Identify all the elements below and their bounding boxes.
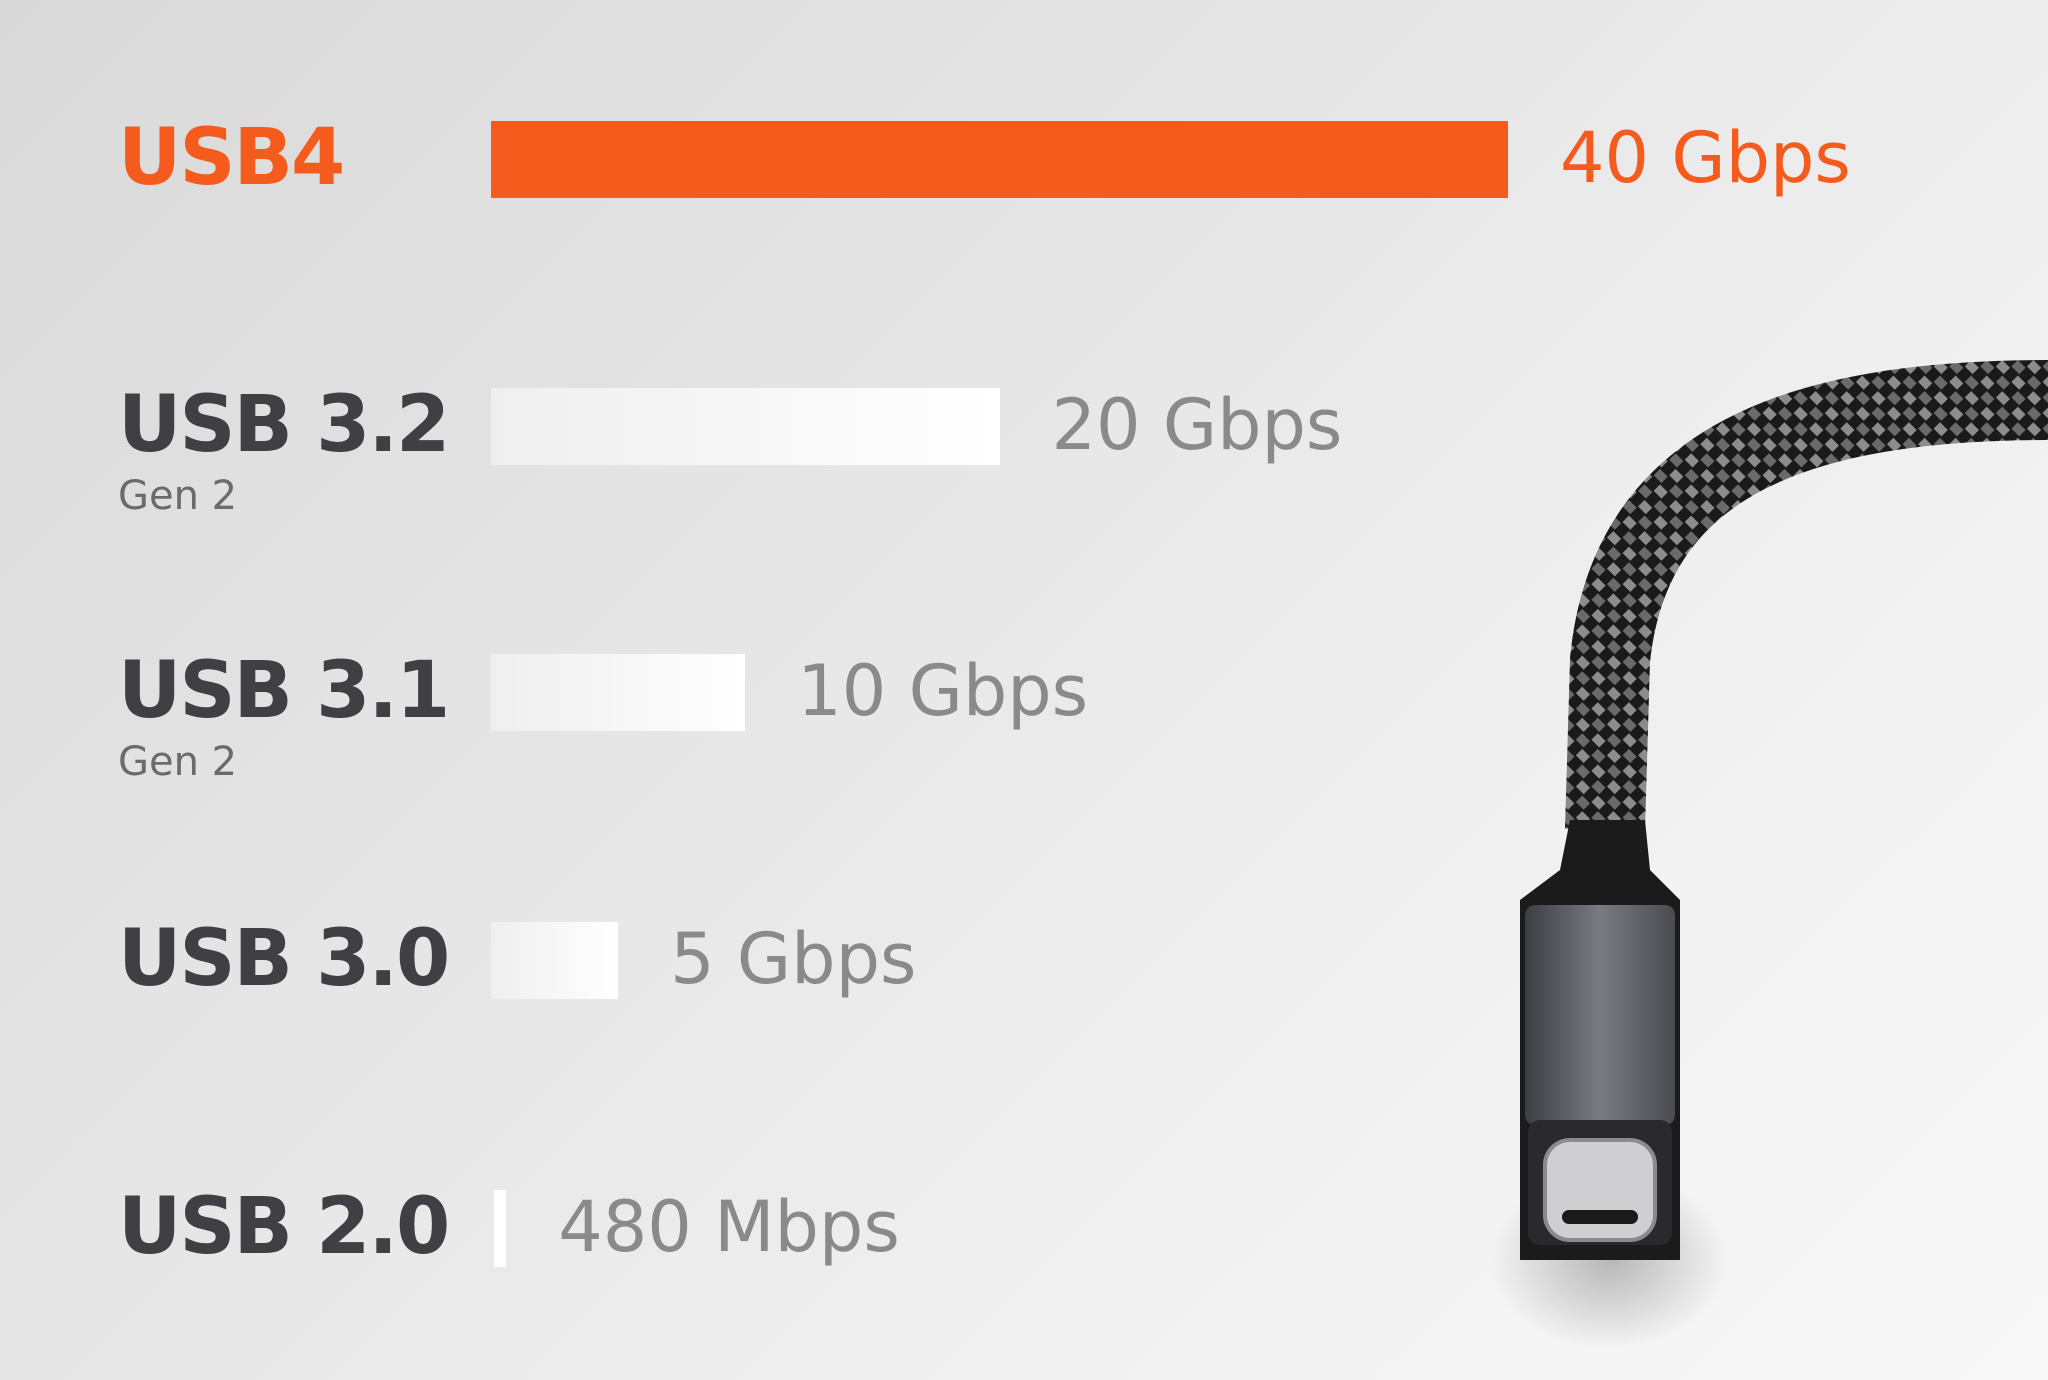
speed-value-label: 20 Gbps [1051,384,1343,466]
speed-value-label: 5 Gbps [670,918,917,1000]
speed-bar [491,121,1508,198]
speed-bar [491,388,1000,465]
speed-bar [491,922,619,999]
speed-value-label: 480 Mbps [558,1186,900,1268]
category-label: USB4 [118,113,345,203]
category-subtitle: Gen 2 [118,473,238,519]
category-label: USB 2.0 [118,1182,450,1272]
category-label: USB 3.1 [118,646,450,736]
category-label: USB 3.0 [118,914,450,1004]
speed-bar [491,654,746,731]
speed-value-label: 10 Gbps [797,650,1089,732]
speed-bar [494,1190,507,1267]
category-subtitle: Gen 2 [118,739,238,785]
usb-c-cable-icon [1490,360,2048,1350]
category-label: USB 3.2 [118,380,450,470]
speed-value-label: 40 Gbps [1560,117,1851,199]
